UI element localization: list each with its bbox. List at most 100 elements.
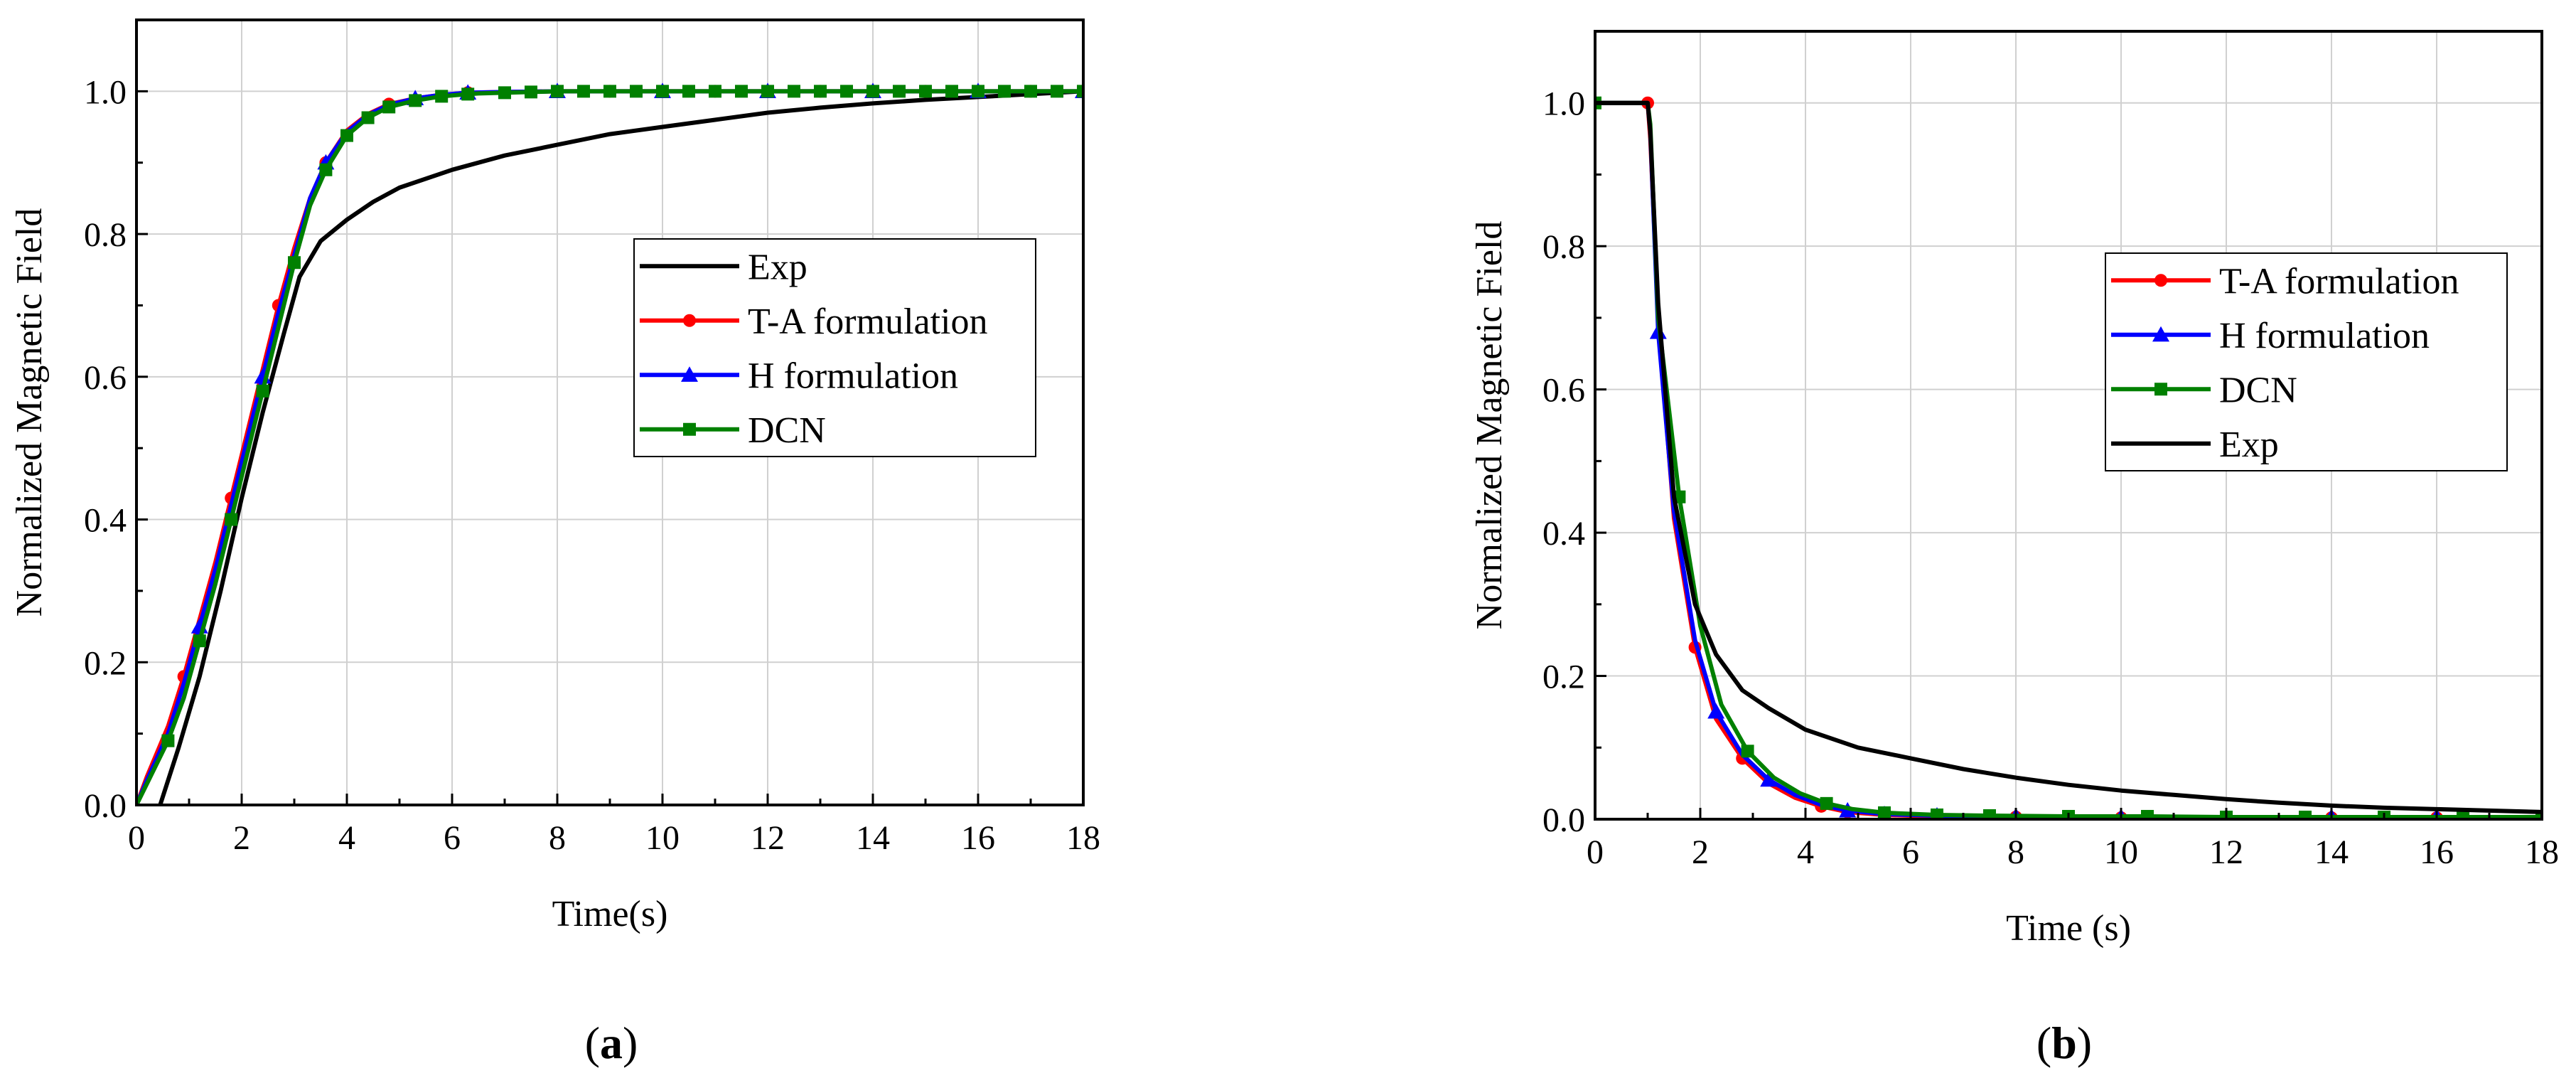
legend-label: T-A formulation (748, 302, 988, 342)
legend-swatch-marker (683, 314, 696, 327)
data-point (340, 129, 353, 142)
data-point (1024, 85, 1037, 98)
legend-swatch-marker (2154, 383, 2167, 396)
data-point (814, 85, 827, 98)
y-tick-label: 0.6 (84, 359, 127, 397)
legend: Exp T-A formulation H formulation DCN (633, 238, 1036, 457)
data-point (461, 87, 475, 101)
legend-swatch-marker (2154, 274, 2167, 287)
legend-label: Exp (748, 247, 807, 287)
data-point (1878, 806, 1891, 819)
data-point (1820, 796, 1833, 810)
data-point (972, 85, 984, 98)
y-axis-label: Normalized Magnetic Field (1469, 221, 1510, 630)
legend-label: T-A formulation (2219, 261, 2459, 302)
x-tick-label: 14 (2314, 833, 2349, 871)
x-tick-label: 2 (1692, 833, 1709, 871)
data-point (998, 85, 1011, 98)
y-tick-label: 1.0 (84, 73, 127, 111)
data-point (1983, 809, 1996, 819)
data-point (288, 256, 301, 270)
y-tick-label: 0.2 (84, 644, 127, 682)
data-point (1741, 745, 1754, 758)
data-point (788, 85, 800, 98)
y-tick-label: 1.0 (1542, 85, 1585, 123)
caption-b-letter: b (2051, 1018, 2077, 1068)
legend-box (633, 238, 1036, 457)
x-tick-label: 6 (444, 819, 461, 857)
legend-swatch-marker (681, 366, 698, 382)
legend-box (2105, 252, 2508, 471)
series-exp (158, 89, 1083, 805)
y-tick-label: 0.8 (84, 216, 127, 254)
data-point (382, 100, 396, 114)
data-point (919, 85, 932, 98)
data-point (709, 85, 721, 98)
caption-a-letter: a (600, 1018, 623, 1068)
x-tick-label: 2 (233, 819, 250, 857)
data-point (893, 85, 906, 98)
data-point (761, 85, 774, 98)
x-axis-label: Time(s) (552, 894, 668, 934)
data-point (319, 163, 333, 176)
panel-b-chart: 0 2 4 6 8 10 12 14 16 18 0.0 0.2 0.4 0.6 0.8 1.0 Time (s… (1469, 30, 2559, 949)
x-tick-label: 10 (645, 819, 680, 857)
x-tick-label: 8 (549, 819, 566, 857)
series-exp (1595, 100, 2542, 814)
y-tick-label: 0.2 (1542, 658, 1585, 696)
x-tick-label: 4 (338, 819, 355, 857)
data-point (682, 85, 695, 98)
legend-label: H formulation (2219, 316, 2430, 356)
data-point (840, 85, 853, 98)
data-point (1760, 771, 1778, 787)
data-point (2141, 809, 2154, 819)
series-line (158, 89, 1083, 805)
data-point (435, 90, 449, 103)
data-point (409, 94, 422, 107)
legend-swatch-marker (2152, 326, 2169, 342)
data-point (603, 85, 616, 98)
y-tick-label: 0.0 (84, 787, 127, 825)
data-point (161, 734, 175, 747)
data-point (2535, 810, 2542, 819)
data-point (2457, 810, 2469, 819)
series-dcn (136, 85, 1083, 805)
x-tick-label: 18 (2525, 833, 2559, 871)
legend-label: DCN (2219, 370, 2297, 410)
data-point (656, 85, 669, 98)
data-point (256, 384, 269, 398)
x-tick-label: 8 (2007, 833, 2024, 871)
x-tick-label: 10 (2104, 833, 2138, 871)
x-tick-label: 4 (1797, 833, 1814, 871)
x-tick-label: 0 (128, 819, 145, 857)
caption-b: (b) (2036, 1018, 2092, 1068)
data-point (551, 85, 564, 98)
panel-a-chart: 0 2 4 6 8 10 12 14 16 18 0.0 0.2 0.4 0.6 0.8 1.0 Time(s)… (9, 18, 1100, 934)
data-point (577, 85, 590, 98)
x-tick-label: 12 (2209, 833, 2243, 871)
x-tick-label: 16 (961, 819, 995, 857)
data-point (945, 85, 958, 98)
y-tick-label: 0.4 (1542, 515, 1585, 553)
y-tick-label: 0.8 (1542, 228, 1585, 266)
x-tick-label: 0 (1587, 833, 1604, 871)
legend-label: H formulation (748, 356, 958, 396)
x-tick-label: 18 (1066, 819, 1100, 857)
series-line (1595, 100, 2542, 814)
data-point (525, 85, 537, 99)
data-point (1931, 808, 1943, 819)
data-point (193, 634, 206, 648)
data-point (225, 513, 238, 526)
legend-swatch-marker (683, 422, 696, 436)
legend-label: DCN (748, 410, 826, 451)
data-point (1051, 85, 1063, 98)
data-point (361, 111, 375, 124)
x-axis-label: Time (s) (2006, 908, 2131, 949)
data-point (866, 85, 879, 98)
x-tick-label: 12 (751, 819, 785, 857)
data-point (498, 86, 511, 100)
y-tick-label: 0.0 (1542, 801, 1585, 839)
data-point (630, 85, 643, 98)
x-tick-label: 16 (2420, 833, 2454, 871)
